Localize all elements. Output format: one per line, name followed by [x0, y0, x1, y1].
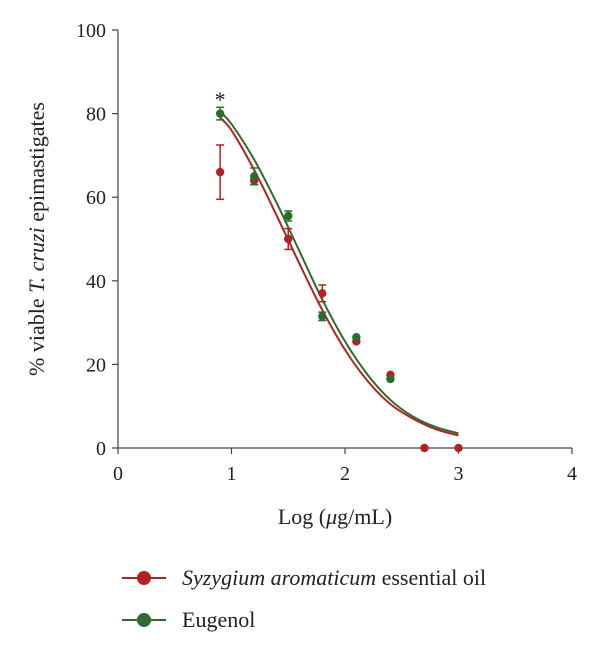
legend-label-syzygium-italic: Syzygium aromaticum	[182, 565, 377, 590]
y-tick-label: 20	[86, 354, 106, 376]
data-point-series-0-3	[318, 289, 327, 298]
y-tick-label: 80	[86, 104, 106, 126]
data-point-series-0-7	[454, 443, 463, 453]
x-tick-label: 3	[454, 463, 464, 485]
data-point-series-0-0	[215, 167, 225, 177]
data-point-series-0-6	[420, 443, 429, 453]
axes: 0 20 40 60 80 100 0 1 2 3 4	[76, 20, 577, 485]
x-axis-label: Log (μg/mL)	[278, 504, 392, 529]
x-tick-label: 1	[227, 463, 237, 485]
chart: 0 20 40 60 80 100 0 1 2 3 4 * % viable T. cruzi ep…	[24, 20, 577, 529]
fit-curve-series-1	[219, 110, 459, 435]
legend-item-syzygium: Syzygium aromaticum essential oil	[120, 564, 486, 592]
legend-swatch-syzygium	[120, 568, 168, 588]
x-tick-label: 4	[567, 463, 577, 485]
data-point-series-1-0	[215, 109, 225, 118]
y-axis-label: % viable T. cruzi epimastigates	[24, 102, 49, 376]
data-point-series-1-5	[386, 374, 395, 384]
y-tick-label: 0	[96, 438, 106, 460]
fit-lines	[219, 110, 459, 437]
y-axis-label-italic: T. cruzi	[24, 227, 49, 293]
x-axis-label-italic: μ	[325, 504, 337, 529]
y-axis-label-prefix: % viable	[24, 293, 49, 376]
data-point-series-1-3	[318, 312, 327, 321]
annotation-asterisk: *	[215, 87, 226, 112]
data-point-series-1-1	[250, 172, 259, 181]
y-tick-label: 60	[86, 187, 106, 209]
x-tick-label: 2	[340, 463, 350, 485]
legend: Syzygium aromaticum essential oil Eugeno…	[120, 564, 486, 648]
data-point-series-0-2	[284, 234, 293, 244]
data-point-series-1-2	[284, 211, 293, 221]
legend-item-eugenol: Eugenol	[120, 606, 486, 634]
fit-curve-series-0	[219, 117, 459, 437]
x-axis-label-prefix: Log (	[278, 504, 326, 529]
x-axis-label-suffix: g/mL)	[337, 504, 392, 529]
x-tick-label: 0	[113, 463, 123, 485]
data-point-series-1-4	[352, 333, 361, 342]
legend-swatch-eugenol	[120, 610, 168, 630]
legend-label-eugenol-text: Eugenol	[182, 607, 256, 632]
legend-label-syzygium: Syzygium aromaticum essential oil	[182, 565, 486, 591]
legend-label-syzygium-rest: essential oil	[376, 565, 487, 590]
y-tick-label: 100	[76, 20, 106, 42]
y-tick-label: 40	[86, 271, 106, 293]
legend-label-eugenol: Eugenol	[182, 607, 255, 633]
data-markers	[215, 106, 463, 453]
y-axis-label-suffix: epimastigates	[24, 102, 49, 227]
